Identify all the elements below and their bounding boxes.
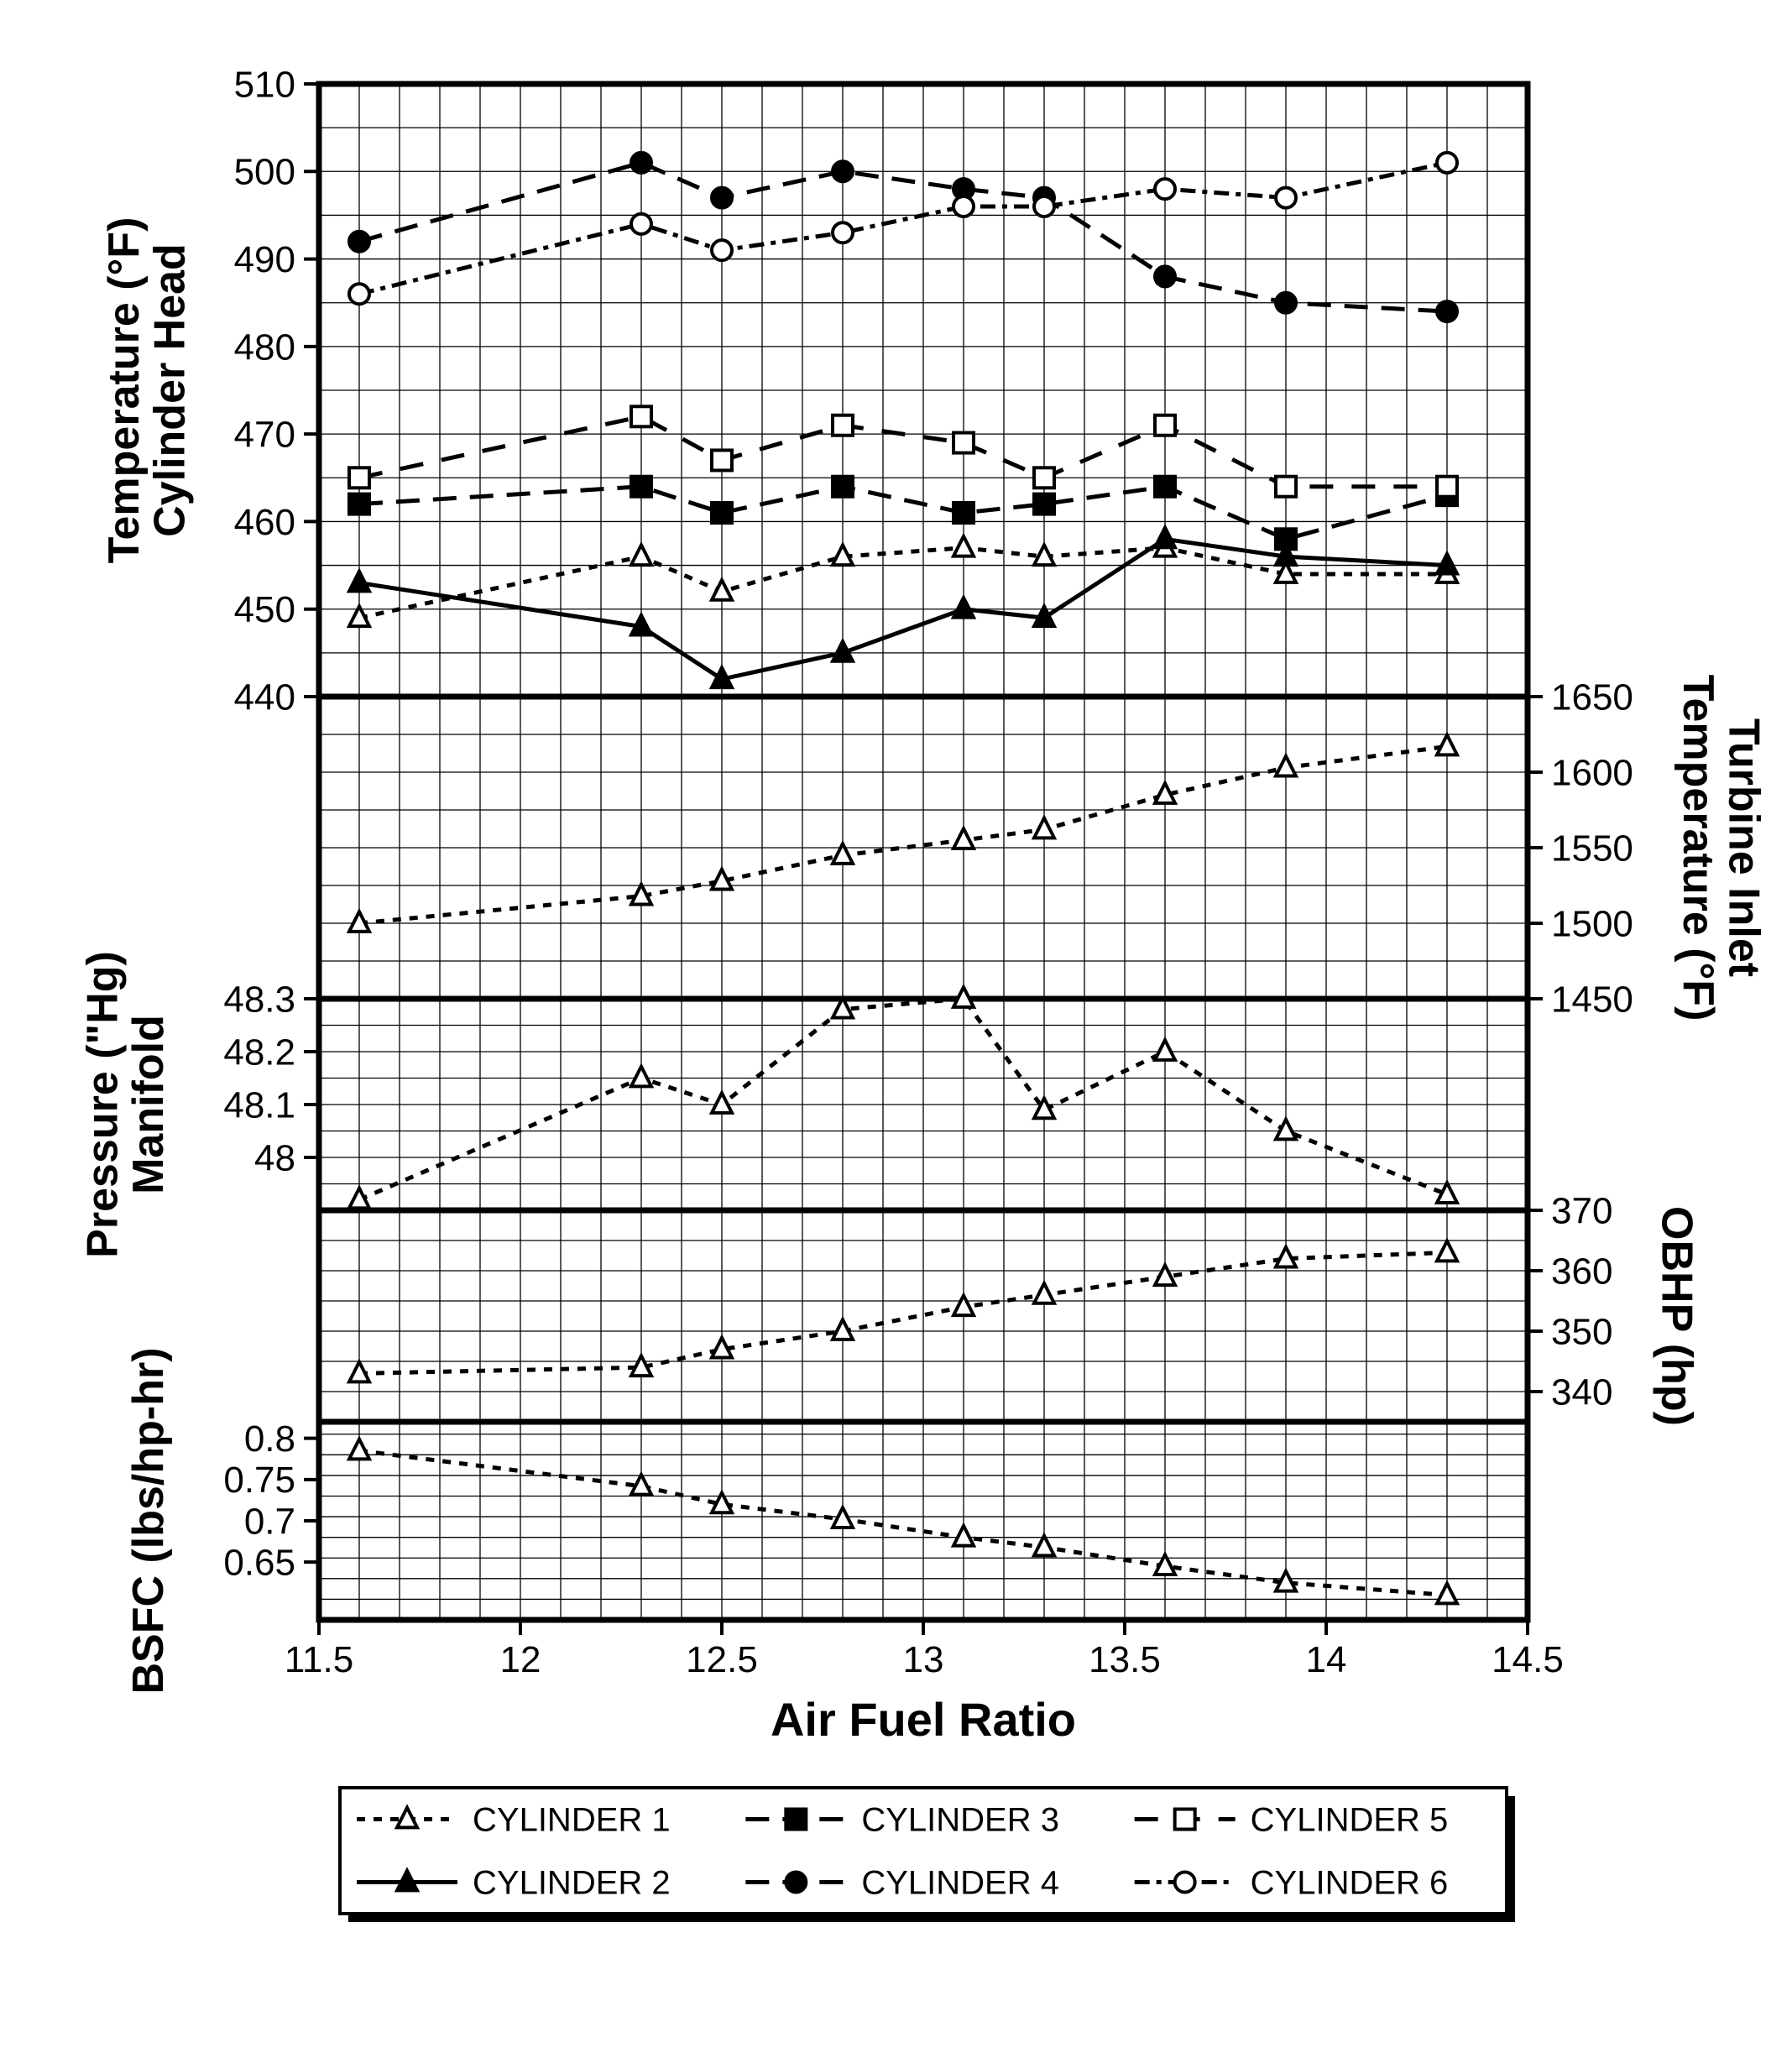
y-axis-title-map: Pressure ("Hg): [78, 951, 127, 1258]
y-tick-label: 0.75: [223, 1460, 295, 1501]
x-tick-label: 14.5: [1492, 1639, 1564, 1680]
y-tick-label: 450: [234, 589, 295, 630]
y-tick-label: 510: [234, 64, 295, 105]
y-tick-label: 0.7: [244, 1501, 295, 1542]
y-tick-label: 48: [254, 1137, 295, 1178]
y-tick-label: 1450: [1551, 979, 1633, 1020]
y-tick-label: 350: [1551, 1311, 1612, 1352]
legend-label: CYLINDER 5: [1251, 1802, 1449, 1839]
y-tick-label: 440: [234, 676, 295, 718]
y-tick-label: 340: [1551, 1371, 1612, 1413]
x-tick-label: 12.5: [686, 1639, 758, 1680]
y-axis-title-map: Manifold: [124, 1015, 173, 1194]
y-tick-label: 48.3: [223, 979, 295, 1020]
y-tick-label: 460: [234, 502, 295, 543]
y-tick-label: 490: [234, 239, 295, 280]
y-tick-label: 0.8: [244, 1418, 295, 1460]
y-axis-title-bsfc: BSFC (lbs/hp-hr): [124, 1347, 173, 1694]
x-tick-label: 11.5: [285, 1639, 353, 1680]
y-tick-label: 48.2: [223, 1032, 295, 1073]
y-axis-title-cht: Temperature (°F): [100, 217, 149, 564]
legend-label: CYLINDER 3: [861, 1802, 1059, 1839]
legend-label: CYLINDER 2: [473, 1865, 671, 1902]
y-tick-label: 500: [234, 152, 295, 193]
y-tick-label: 0.65: [223, 1543, 295, 1584]
y-tick-label: 48.1: [223, 1084, 295, 1126]
y-axis-title-tit: Turbine Inlet: [1720, 718, 1768, 977]
y-tick-label: 1550: [1551, 828, 1633, 869]
x-tick-label: 13: [903, 1639, 944, 1680]
y-tick-label: 470: [234, 415, 295, 456]
legend-label: CYLINDER 6: [1251, 1865, 1449, 1902]
y-axis-title-tit: Temperature (°F): [1674, 675, 1722, 1021]
y-tick-label: 480: [234, 326, 295, 368]
y-tick-label: 1600: [1551, 752, 1633, 793]
legend-label: CYLINDER 1: [473, 1802, 671, 1839]
x-tick-label: 13.5: [1089, 1639, 1161, 1680]
x-tick-label: 14: [1306, 1639, 1347, 1680]
y-tick-label: 1650: [1551, 676, 1633, 718]
x-axis-title: Air Fuel Ratio: [771, 1693, 1076, 1746]
y-axis-title-obhp: OBHP (hp): [1653, 1206, 1701, 1426]
y-tick-label: 360: [1551, 1251, 1612, 1292]
y-tick-label: 370: [1551, 1190, 1612, 1231]
x-tick-label: 12: [500, 1639, 541, 1680]
legend-label: CYLINDER 4: [861, 1865, 1059, 1902]
y-tick-label: 1500: [1551, 903, 1633, 944]
engine-performance-chart: 11.5 12 12.5 13 13.5 14 14.5 Air Fuel Ratio 440 4…: [0, 0, 1792, 2058]
y-axis-title-cht: Cylinder Head: [145, 243, 194, 537]
